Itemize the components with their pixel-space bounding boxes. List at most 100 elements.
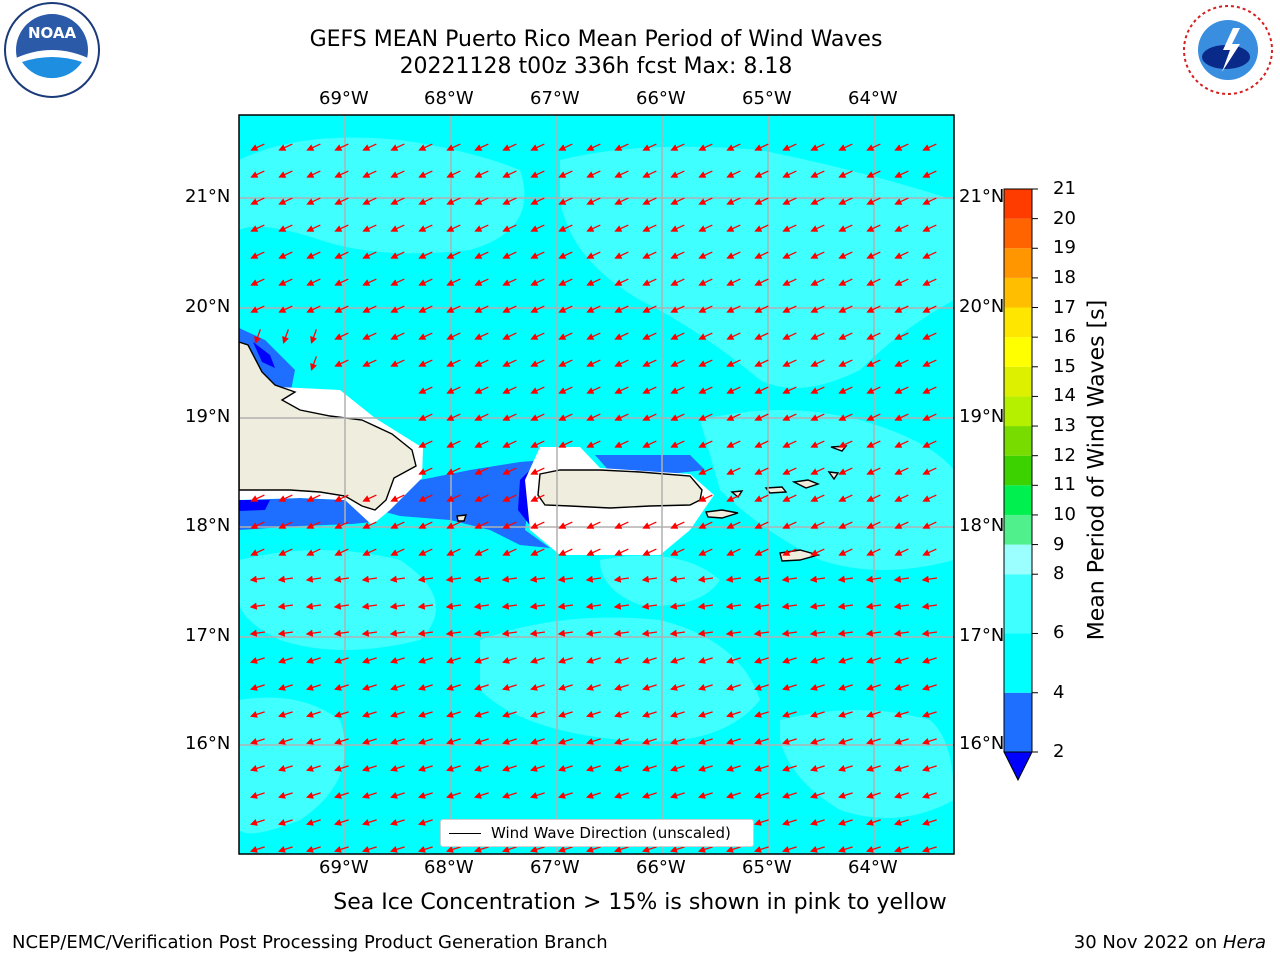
wave-arrow-head xyxy=(333,684,342,691)
wave-arrow-head xyxy=(782,198,791,205)
wave-arrow-head xyxy=(698,171,707,178)
lon-label-bottom: 65°W xyxy=(742,857,792,878)
wave-arrow-head xyxy=(837,819,846,826)
wave-arrow-head xyxy=(473,575,482,583)
lon-label-bottom: 64°W xyxy=(848,857,898,878)
wave-arrow-head xyxy=(894,225,903,232)
wave-arrow-head xyxy=(585,711,594,718)
wave-arrow-head xyxy=(782,414,791,421)
wave-arrow-head xyxy=(782,306,791,313)
wave-arrow-head xyxy=(305,684,314,691)
wave-arrow-head xyxy=(921,846,930,853)
wave-arrow-head xyxy=(782,441,791,448)
wave-arrow-head xyxy=(473,738,482,745)
wave-arrow-head xyxy=(502,252,511,259)
wave-arrow-head xyxy=(557,711,566,718)
wave-arrow-head xyxy=(361,575,370,583)
wave-arrow-head xyxy=(310,336,317,344)
wave-arrow-head xyxy=(278,198,287,205)
wave-arrow-head xyxy=(250,225,259,232)
wave-arrow-head xyxy=(670,198,679,205)
wave-arrow-head xyxy=(642,387,651,394)
wave-arrow-head xyxy=(502,144,511,151)
wave-arrow-head xyxy=(726,225,735,232)
wave-arrow-head xyxy=(697,792,706,799)
wave-arrow-head xyxy=(306,144,315,151)
st-thomas xyxy=(764,486,788,494)
wave-arrow-head xyxy=(362,360,371,367)
wave-arrow-head xyxy=(474,387,483,394)
wave-arrow-head xyxy=(641,657,650,664)
wave-arrow-head xyxy=(361,629,370,637)
colorbar-segment xyxy=(1004,218,1032,249)
wave-arrow-head xyxy=(697,602,706,610)
wave-arrow-head xyxy=(866,495,875,502)
wave-arrow-head xyxy=(781,765,790,772)
footer-date: 30 Nov 2022 on Hera xyxy=(1074,932,1266,953)
wave-arrow-head xyxy=(277,846,286,853)
wave-arrow-head xyxy=(306,495,315,502)
wave-arrow-head xyxy=(642,333,651,340)
wave-arrow-head xyxy=(810,144,819,151)
wave-arrow-head xyxy=(530,279,539,286)
wave-arrow-head xyxy=(894,522,903,529)
wave-arrow-head xyxy=(418,549,427,556)
wave-arrow-head xyxy=(445,792,454,799)
wave-arrow-head xyxy=(725,657,734,664)
wave-arrow-head xyxy=(361,846,370,853)
wave-arrow-head xyxy=(669,575,678,583)
wave-arrow-head xyxy=(310,363,317,371)
wave-arrow-head xyxy=(893,846,902,853)
lat-label-left: 16°N xyxy=(185,733,231,754)
wave-arrow-head xyxy=(894,333,903,340)
wave-arrow-head xyxy=(361,819,370,826)
wave-arrow-head xyxy=(502,279,511,286)
wave-arrow-head xyxy=(782,522,791,529)
wave-arrow-head xyxy=(474,360,483,367)
wave-arrow-head xyxy=(306,171,315,178)
wave-arrow-head xyxy=(502,333,511,340)
wave-arrow-head xyxy=(838,387,847,394)
wave-arrow-head xyxy=(389,684,398,691)
wave-arrow-head xyxy=(781,684,790,691)
wave-arrow-head xyxy=(894,171,903,178)
wave-arrow-head xyxy=(530,306,539,313)
wave-arrow-head xyxy=(362,198,371,205)
wave-arrow-head xyxy=(781,575,790,583)
wave-arrow-head xyxy=(669,846,678,853)
wave-arrow-head xyxy=(697,684,706,691)
wave-arrow-head xyxy=(254,336,261,344)
wave-arrow-head xyxy=(865,684,874,691)
wave-arrow-head xyxy=(418,414,427,421)
wave-arrow-head xyxy=(418,441,427,448)
wave-arrow-head xyxy=(837,657,846,664)
wave-arrow-head xyxy=(249,819,258,826)
wave-arrow-head xyxy=(865,575,874,583)
wave-arrow-head xyxy=(530,441,539,448)
wave-arrow-head xyxy=(782,387,791,394)
wave-arrow-head xyxy=(641,602,650,610)
wave-arrow-head xyxy=(614,549,623,556)
wave-arrow-head xyxy=(726,441,735,448)
wave-arrow-head xyxy=(530,171,539,178)
wave-arrow-head xyxy=(782,171,791,178)
wave-arrow-head xyxy=(389,657,398,664)
wave-arrow-head xyxy=(250,495,259,502)
lat-label-left: 18°N xyxy=(185,515,231,536)
wave-arrow-head xyxy=(670,360,679,367)
colorbar-tick-label: 20 xyxy=(1053,207,1076,229)
wave-arrow-head xyxy=(446,252,455,259)
wave-arrow-head xyxy=(865,629,874,637)
wave-arrow-head xyxy=(781,711,790,718)
wave-arrow-head xyxy=(614,144,623,151)
wave-arrow-head xyxy=(306,198,315,205)
wave-arrow-head xyxy=(530,495,539,502)
wave-arrow-head xyxy=(669,602,678,610)
wave-arrow-head xyxy=(305,657,314,664)
wave-arrow-head xyxy=(614,522,623,529)
wave-arrow-head xyxy=(781,738,790,745)
wave-arrow-head xyxy=(361,738,370,745)
wave-arrow-head xyxy=(641,846,650,853)
wave-arrow-head xyxy=(529,684,538,691)
wave-arrow-head xyxy=(670,549,679,556)
